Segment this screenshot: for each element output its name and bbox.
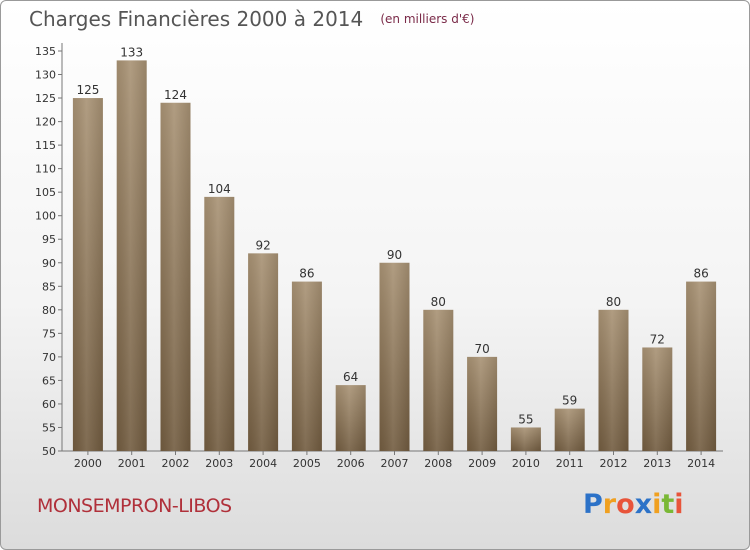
y-tick-label: 100	[35, 210, 56, 223]
y-tick-label: 55	[42, 421, 56, 434]
value-label-2008: 80	[431, 295, 446, 309]
x-tick-label-2000: 2000	[74, 457, 102, 470]
value-label-2014: 86	[693, 267, 708, 281]
x-tick-label-2011: 2011	[556, 457, 584, 470]
value-label-2006: 64	[343, 370, 358, 384]
value-label-2003: 104	[208, 182, 231, 196]
brand-letter: i	[674, 489, 684, 520]
y-tick-label: 90	[42, 257, 56, 270]
x-tick-label-2006: 2006	[337, 457, 365, 470]
title-block: Charges Financières 2000 à 2014 (en mill…	[29, 7, 474, 31]
bar-shine-2008	[423, 309, 454, 451]
brand-letter: o	[616, 489, 635, 520]
y-tick-label: 130	[35, 69, 56, 82]
bar-shine-2012	[598, 309, 629, 451]
y-tick-label: 95	[42, 233, 56, 246]
y-tick-label: 75	[42, 327, 56, 340]
bar-shine-2005	[291, 281, 322, 451]
value-label-2000: 125	[76, 83, 99, 97]
y-tick-label: 85	[42, 280, 56, 293]
y-tick-label: 60	[42, 398, 56, 411]
x-tick-label-2003: 2003	[205, 457, 233, 470]
value-label-2007: 90	[387, 248, 402, 262]
value-label-2002: 124	[164, 88, 187, 102]
x-tick-label-2009: 2009	[468, 457, 496, 470]
value-label-2001: 133	[120, 45, 143, 59]
y-tick-label: 70	[42, 351, 56, 364]
x-tick-label-2007: 2007	[381, 457, 409, 470]
x-tick-label-2012: 2012	[600, 457, 628, 470]
bar-shine-2006	[335, 385, 366, 451]
x-tick-label-2013: 2013	[643, 457, 671, 470]
value-label-2009: 70	[474, 342, 489, 356]
brand-letter: t	[661, 489, 675, 520]
value-label-2005: 86	[299, 267, 314, 281]
y-tick-label: 135	[35, 45, 56, 58]
y-tick-label: 50	[42, 445, 56, 458]
value-label-2004: 92	[255, 238, 270, 252]
y-tick-label: 115	[35, 139, 56, 152]
value-label-2010: 55	[518, 412, 533, 426]
x-tick-label-2001: 2001	[118, 457, 146, 470]
y-tick-label: 125	[35, 92, 56, 105]
bars	[72, 60, 717, 451]
bar-shine-2007	[379, 262, 410, 451]
bar-shine-2014	[686, 281, 717, 451]
bar-shine-2000	[72, 98, 103, 451]
x-tick-label-2014: 2014	[687, 457, 715, 470]
x-tick-label-2002: 2002	[162, 457, 190, 470]
value-labels: 125 133 124 104 92 86 64 90 80 70 55 59 80 72 86	[76, 45, 708, 426]
bar-shine-2004	[248, 253, 279, 451]
bar-shine-2013	[642, 347, 673, 451]
chart-title: Charges Financières 2000 à 2014	[29, 7, 364, 31]
value-label-2013: 72	[650, 332, 665, 346]
brand-letter: x	[634, 489, 653, 520]
brand-letter: P	[583, 489, 603, 520]
brand-logo: Proxiti	[583, 489, 684, 520]
brand-letter: i	[652, 489, 662, 520]
value-label-2011: 59	[562, 394, 577, 408]
value-label-2012: 80	[606, 295, 621, 309]
bar-shine-2011	[554, 408, 585, 451]
y-tick-label: 105	[35, 186, 56, 199]
bar-shine-2003	[204, 196, 235, 451]
x-tick-label-2005: 2005	[293, 457, 321, 470]
axes: 50 55 60 65 70 75 80 85 90 95 100 105 110 115 120 125 13…	[35, 43, 723, 470]
bar-shine-2001	[116, 60, 147, 451]
x-tick-label-2010: 2010	[512, 457, 540, 470]
bar-shine-2009	[467, 356, 498, 451]
x-tick-label-2008: 2008	[424, 457, 452, 470]
bar-shine-2002	[160, 102, 191, 451]
commune-name: MONSEMPRON-LIBOS	[37, 495, 232, 517]
y-tick-label: 110	[35, 163, 56, 176]
brand-letter: r	[602, 489, 617, 520]
y-tick-label: 120	[35, 116, 56, 129]
bar-shine-2010	[510, 427, 541, 451]
y-tick-label: 80	[42, 304, 56, 317]
x-tick-label-2004: 2004	[249, 457, 277, 470]
chart-subtitle: (en milliers d'€)	[380, 12, 475, 26]
y-tick-label: 65	[42, 374, 56, 387]
